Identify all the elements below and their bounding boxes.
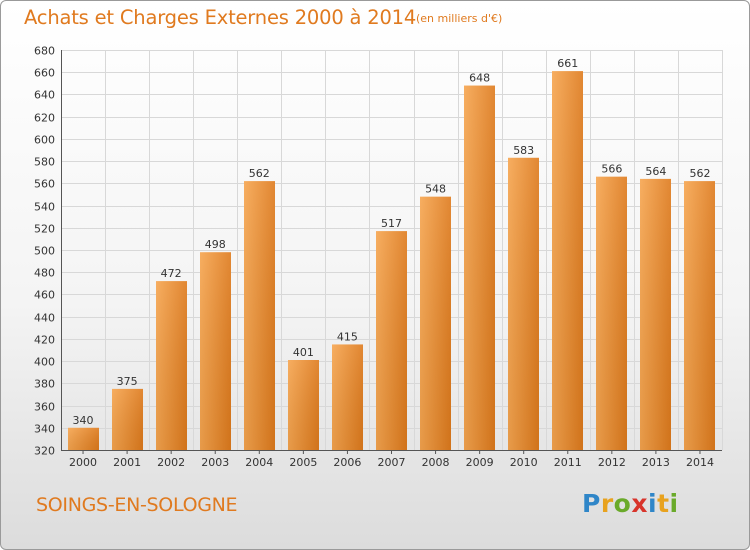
x-tick-label: 2008	[422, 456, 450, 469]
bar-shade	[552, 71, 583, 450]
x-tick-label: 2001	[113, 456, 141, 469]
x-tick-label: 2003	[201, 456, 229, 469]
y-tick-label: 580	[34, 156, 55, 169]
bar-shade	[684, 181, 715, 450]
x-tick-label: 2002	[157, 456, 185, 469]
data-label: 415	[337, 330, 358, 343]
data-label: 661	[557, 57, 578, 70]
x-tick-label: 2009	[466, 456, 494, 469]
x-tick-label: 2014	[686, 456, 714, 469]
bar-shade	[288, 360, 319, 450]
y-tick-label: 500	[34, 245, 55, 258]
data-label: 401	[293, 346, 314, 359]
chart-title: Achats et Charges Externes 2000 à 2014	[24, 6, 417, 29]
bar-shade	[420, 196, 451, 450]
x-tick-label: 2012	[598, 456, 626, 469]
y-tick-label: 440	[34, 312, 55, 325]
y-tick-label: 360	[34, 401, 55, 414]
data-label: 472	[161, 267, 182, 280]
data-label: 562	[689, 167, 710, 180]
bar-shade	[156, 281, 187, 450]
logo-letter: r	[600, 489, 614, 518]
y-tick-label: 540	[34, 201, 55, 214]
x-tick-label: 2005	[289, 456, 317, 469]
logo-letter: P	[582, 489, 601, 518]
logo-letter: i	[648, 489, 658, 518]
data-label: 340	[73, 414, 94, 427]
commune-name: SOINGS-EN-SOLOGNE	[36, 494, 238, 516]
data-label: 562	[249, 167, 270, 180]
x-tick-label: 2011	[554, 456, 582, 469]
bar-shade	[244, 181, 275, 450]
data-label: 564	[645, 165, 666, 178]
bar-shade	[68, 427, 99, 450]
data-label: 566	[601, 163, 622, 176]
y-tick-label: 320	[34, 445, 55, 458]
x-tick-label: 2010	[510, 456, 538, 469]
x-tick-label: 2004	[245, 456, 273, 469]
x-tick-label: 2007	[378, 456, 406, 469]
bar-shade	[112, 388, 143, 450]
data-label: 583	[513, 144, 534, 157]
y-tick-label: 420	[34, 334, 55, 347]
y-tick-label: 460	[34, 289, 55, 302]
logo-letter: o	[613, 489, 632, 518]
data-label: 375	[117, 375, 138, 388]
data-label: 517	[381, 217, 402, 230]
data-label: 548	[425, 183, 446, 196]
data-labels: 340 375 472 498 562 401 415 517 548 648 583 661 566 5…	[73, 57, 711, 427]
chart-subtitle: (en milliers d'€)	[416, 12, 503, 25]
bar-shade	[596, 176, 627, 450]
logo-letter: i	[669, 489, 679, 518]
proxiti-logo[interactable]: Proxiti	[582, 489, 679, 523]
y-tick-label: 560	[34, 178, 55, 191]
bar-shade	[200, 252, 231, 450]
y-tick-label: 640	[34, 89, 55, 102]
y-tick-label: 520	[34, 223, 55, 236]
logo-letter: x	[631, 489, 648, 518]
bar-shade	[640, 178, 671, 450]
bar-shade	[332, 344, 363, 450]
bar-shade	[464, 85, 495, 451]
y-tick-label: 620	[34, 112, 55, 125]
y-tick-label: 600	[34, 134, 55, 147]
bar-shade	[376, 231, 407, 450]
axes: 320 340 360 380 400 420 440 460 480 500 520 540 560 5…	[34, 45, 722, 469]
y-tick-label: 400	[34, 356, 55, 369]
x-tick-label: 2000	[69, 456, 97, 469]
bars	[68, 71, 715, 451]
data-label: 498	[205, 238, 226, 251]
logo-letter: t	[657, 489, 670, 518]
y-tick-label: 480	[34, 267, 55, 280]
data-label: 648	[469, 72, 490, 85]
y-tick-label: 680	[34, 45, 55, 58]
y-tick-label: 660	[34, 67, 55, 80]
x-tick-label: 2013	[642, 456, 670, 469]
y-tick-label: 340	[34, 423, 55, 436]
x-tick-label: 2006	[333, 456, 361, 469]
y-tick-label: 380	[34, 378, 55, 391]
bar-shade	[508, 157, 539, 450]
